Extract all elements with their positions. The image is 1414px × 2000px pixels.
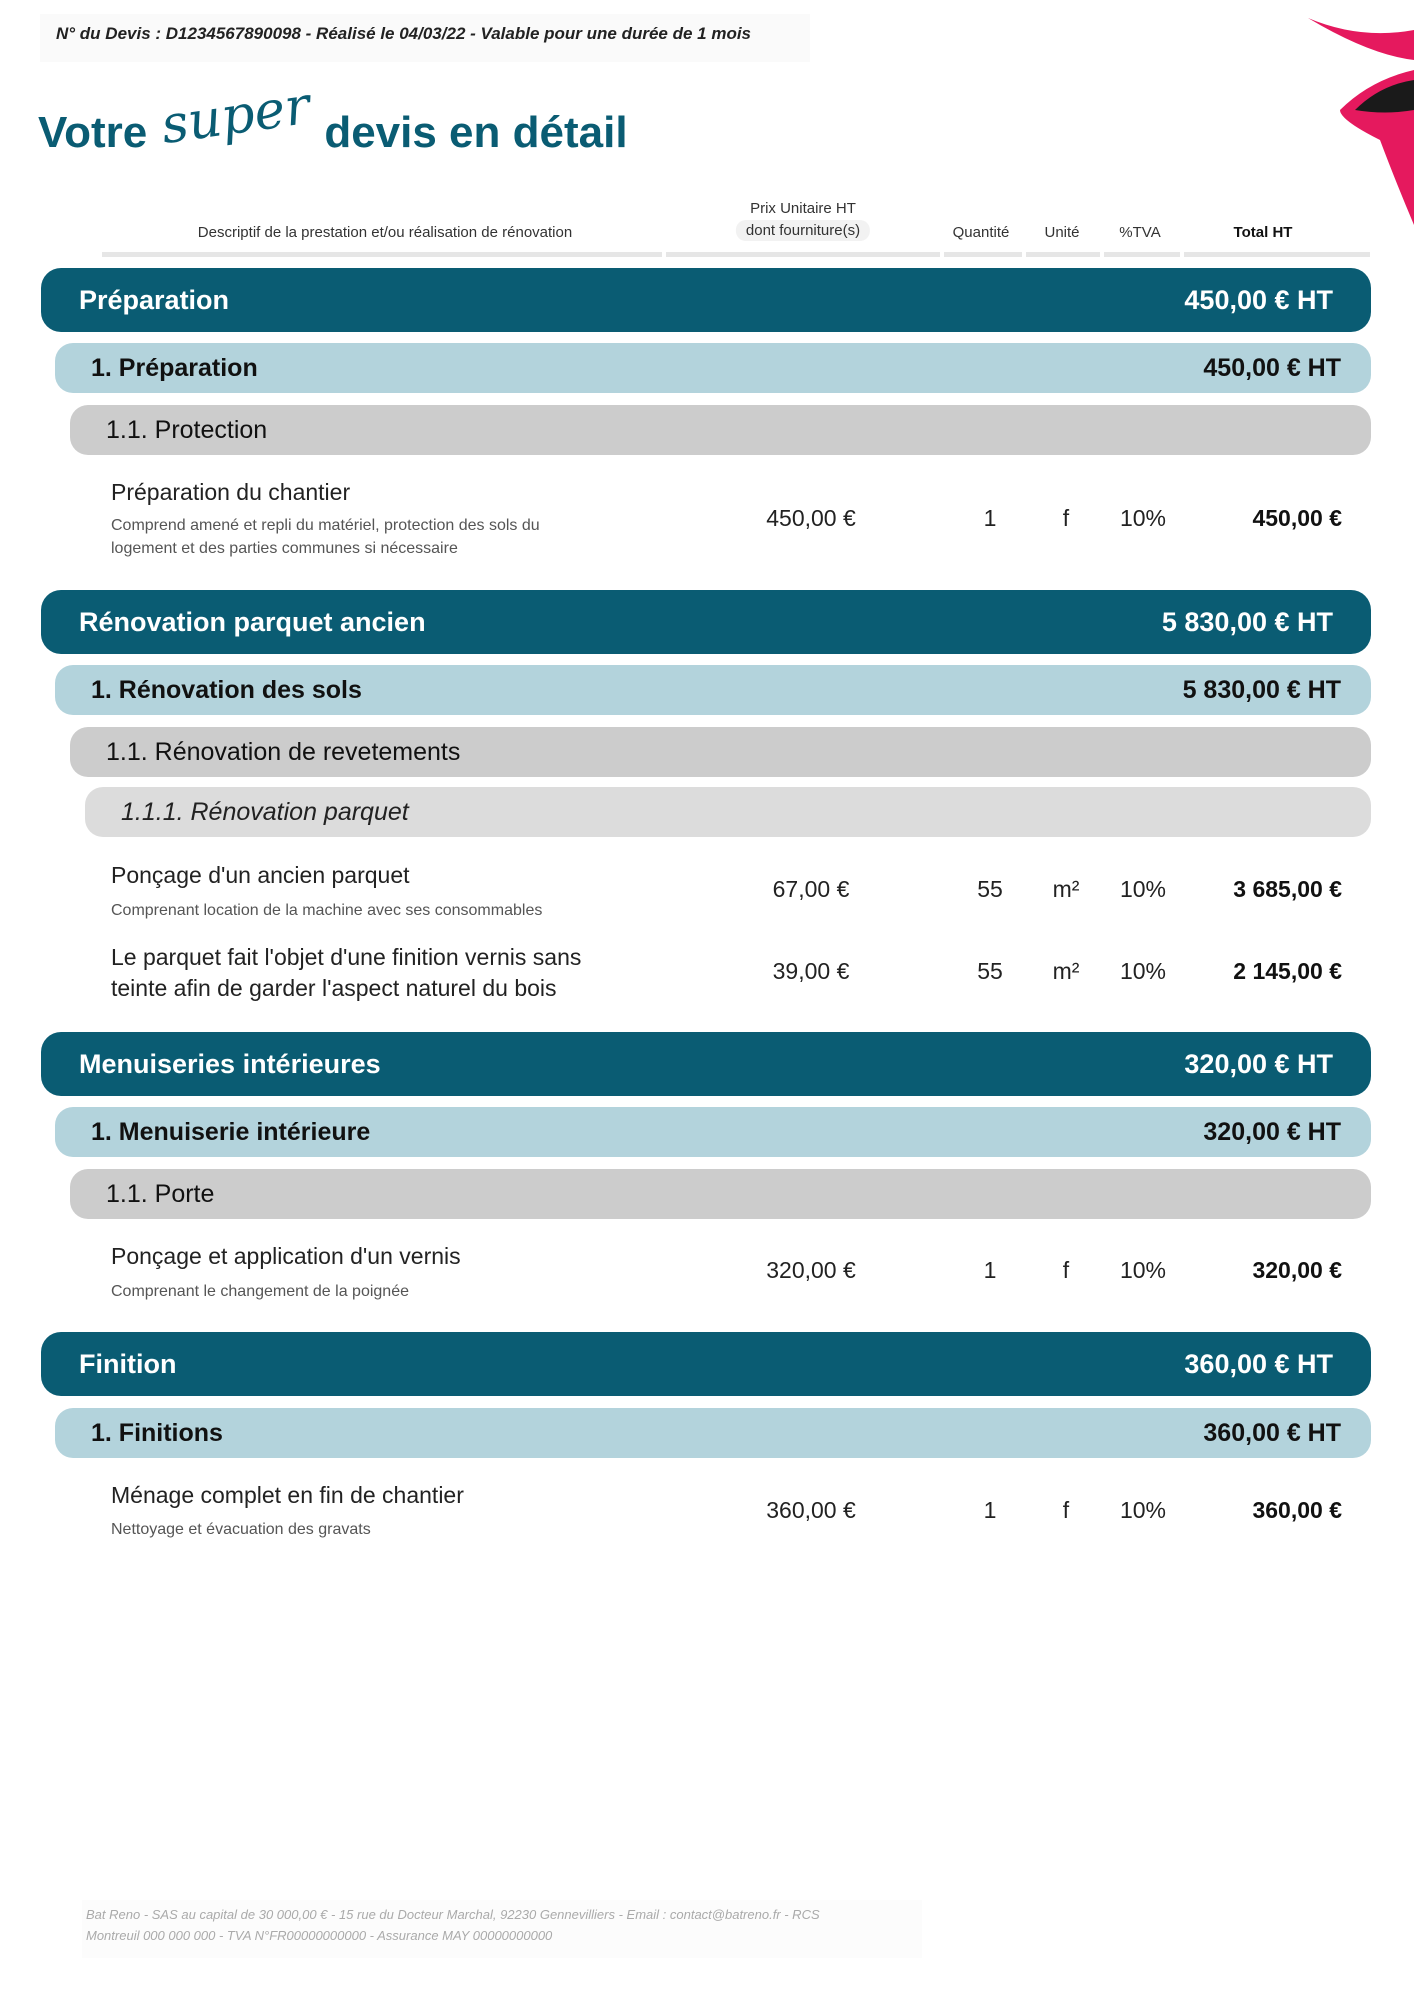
col-vat: %TVA bbox=[1119, 224, 1161, 241]
item-qty: 55 bbox=[977, 958, 1003, 984]
item-description: Comprend amené et repli du matériel, pro… bbox=[111, 517, 540, 534]
divider bbox=[1184, 252, 1370, 257]
col-unit: Unité bbox=[1044, 224, 1080, 241]
item-total: 450,00 € bbox=[1252, 505, 1342, 531]
col-price: Prix Unitaire HT bbox=[750, 200, 856, 217]
item-title-line2: teinte afin de garder l'aspect naturel d… bbox=[111, 975, 557, 1001]
item-title: Ponçage d'un ancien parquet bbox=[111, 862, 410, 888]
brand-logo-shape bbox=[1308, 18, 1414, 225]
item-vat: 10% bbox=[1119, 1497, 1167, 1523]
item-unit: m² bbox=[1052, 958, 1080, 984]
title-script-word: super bbox=[157, 75, 314, 157]
quote-info: N° du Devis : D1234567890098 - Réalisé l… bbox=[40, 14, 810, 62]
subsubsection-header: 1.1. Protection bbox=[70, 405, 1371, 455]
item-title: Ménage complet en fin de chantier bbox=[111, 1482, 464, 1508]
item-total: 2 145,00 € bbox=[1233, 958, 1342, 984]
subsection-header: 1. Finitions 360,00 € HT bbox=[55, 1408, 1371, 1458]
item-unit: f bbox=[1062, 1257, 1070, 1283]
item-unit: f bbox=[1062, 505, 1070, 531]
section-header: Rénovation parquet ancien 5 830,00 € HT bbox=[41, 590, 1371, 654]
item-description: Comprenant le changement de la poignée bbox=[111, 1283, 409, 1300]
col-price-sub: dont fourniture(s) bbox=[735, 220, 871, 241]
footer-line: Bat Reno - SAS au capital de 30 000,00 €… bbox=[86, 1907, 820, 1922]
item-description: Nettoyage et évacuation des gravats bbox=[111, 1521, 371, 1538]
divider bbox=[1104, 252, 1180, 257]
col-total: Total HT bbox=[1233, 224, 1293, 241]
page-title: Votre super devis en détail bbox=[38, 76, 628, 160]
subsection-header: 1. Rénovation des sols 5 830,00 € HT bbox=[55, 665, 1371, 715]
item-qty: 1 bbox=[983, 1497, 997, 1523]
item-vat: 10% bbox=[1119, 505, 1167, 531]
item-title: Préparation du chantier bbox=[111, 479, 351, 505]
divider bbox=[1026, 252, 1100, 257]
footer-legal: Bat Reno - SAS au capital de 30 000,00 €… bbox=[82, 1900, 922, 1958]
title-after: devis en détail bbox=[324, 108, 628, 157]
item-description: Comprenant location de la machine avec s… bbox=[111, 902, 543, 919]
section-header: Finition 360,00 € HT bbox=[41, 1332, 1371, 1396]
subsubsubsection-header: 1.1.1. Rénovation parquet bbox=[85, 787, 1371, 837]
item-vat: 10% bbox=[1119, 1257, 1167, 1283]
divider bbox=[944, 252, 1022, 257]
col-quantity: Quantité bbox=[952, 224, 1010, 241]
item-unit: f bbox=[1062, 1497, 1070, 1523]
item-price: 360,00 € bbox=[766, 1497, 856, 1523]
item-qty: 1 bbox=[983, 505, 997, 531]
divider bbox=[102, 252, 662, 257]
section-header: Menuiseries intérieures 320,00 € HT bbox=[41, 1032, 1371, 1096]
item-price: 450,00 € bbox=[766, 505, 856, 531]
item-total: 320,00 € bbox=[1252, 1257, 1342, 1283]
item-unit: m² bbox=[1052, 876, 1080, 902]
item-description: logement et des parties communes si néce… bbox=[111, 540, 458, 557]
footer-line: Montreuil 000 000 000 - TVA N°FR00000000… bbox=[86, 1928, 553, 1943]
subsubsection-header: 1.1. Porte bbox=[70, 1169, 1371, 1219]
col-description: Descriptif de la prestation et/ou réalis… bbox=[197, 224, 573, 241]
subsection-header: 1. Préparation 450,00 € HT bbox=[55, 343, 1371, 393]
section-header: Préparation 450,00 € HT bbox=[41, 268, 1371, 332]
item-total: 3 685,00 € bbox=[1233, 876, 1342, 902]
item-vat: 10% bbox=[1119, 958, 1167, 984]
item-title: Ponçage et application d'un vernis bbox=[111, 1243, 461, 1269]
item-vat: 10% bbox=[1119, 876, 1167, 902]
item-price: 320,00 € bbox=[766, 1257, 856, 1283]
item-total: 360,00 € bbox=[1252, 1497, 1342, 1523]
item-price: 39,00 € bbox=[772, 958, 850, 984]
subsubsection-header: 1.1. Rénovation de revetements bbox=[70, 727, 1371, 777]
item-price: 67,00 € bbox=[772, 876, 850, 902]
title-before: Votre bbox=[38, 108, 148, 157]
item-qty: 1 bbox=[983, 1257, 997, 1283]
item-qty: 55 bbox=[977, 876, 1003, 902]
divider bbox=[666, 252, 940, 257]
item-title: Le parquet fait l'objet d'une finition v… bbox=[111, 944, 582, 970]
subsection-header: 1. Menuiserie intérieure 320,00 € HT bbox=[55, 1107, 1371, 1157]
